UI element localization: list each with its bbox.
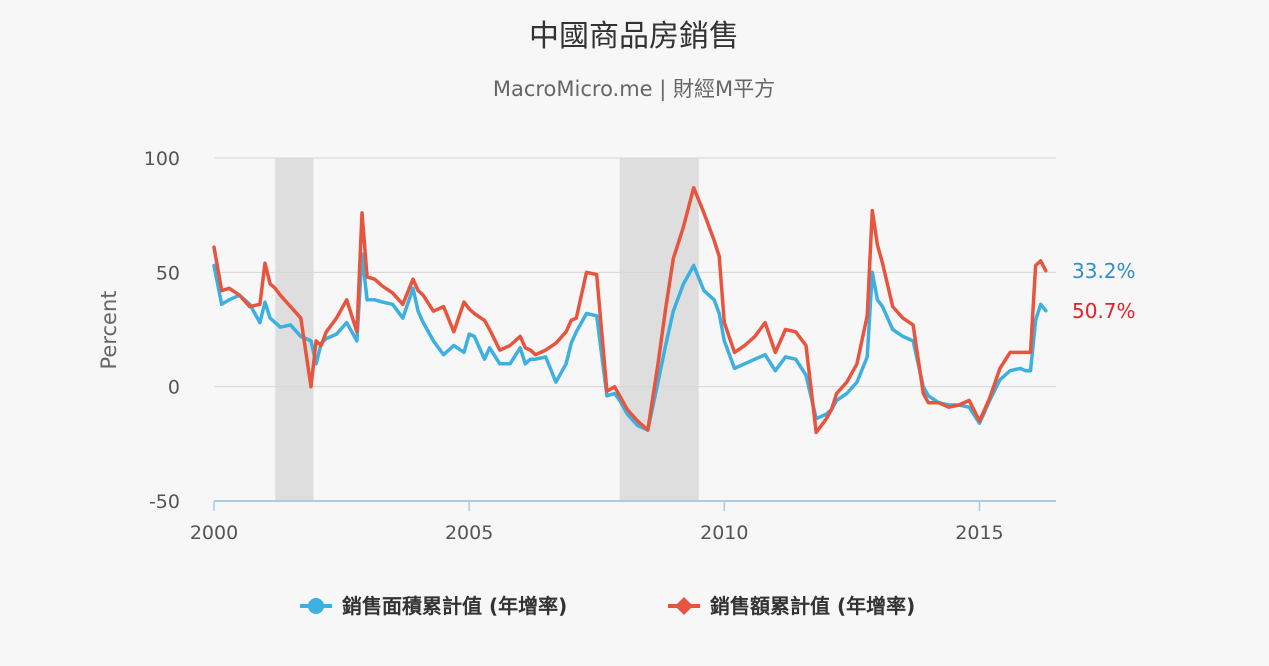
series-lines (212, 185, 1048, 435)
chart-subtitle: MacroMicro.me | 財經M平方 (493, 77, 775, 102)
x-tick-label: 2010 (700, 522, 748, 544)
legend-marker-circle (308, 598, 324, 614)
x-tick-label: 2015 (955, 522, 1003, 544)
y-tick-label: 100 (144, 148, 180, 170)
legend-label-1: 銷售面積累計值 (年增率) (342, 594, 567, 618)
legend: 銷售面積累計值 (年增率) 銷售額累計值 (年增率) (300, 594, 915, 618)
y-tick-label: -50 (149, 491, 180, 513)
chart-title: 中國商品房銷售 (529, 19, 739, 54)
gridlines (214, 157, 1056, 502)
x-axis-ticks: 2000 2005 2010 2015 (190, 501, 1004, 544)
series-line-2 (212, 185, 1048, 435)
y-axis-label: Percent (97, 290, 121, 369)
series-last-value-label: 33.2% (1072, 259, 1136, 283)
end-labels: 33.2% 50.7% (1072, 259, 1136, 323)
legend-label-2: 銷售額累計值 (年增率) (710, 594, 915, 618)
legend-marker-diamond (675, 597, 693, 615)
x-tick-label: 2005 (445, 522, 493, 544)
series-line-1 (212, 252, 1048, 432)
series-last-value-label: 50.7% (1072, 299, 1136, 323)
y-axis-ticks: 100 50 0 -50 (144, 148, 180, 513)
y-tick-label: 50 (156, 262, 180, 284)
x-tick-label: 2000 (190, 522, 238, 544)
y-tick-label: 0 (168, 377, 180, 399)
